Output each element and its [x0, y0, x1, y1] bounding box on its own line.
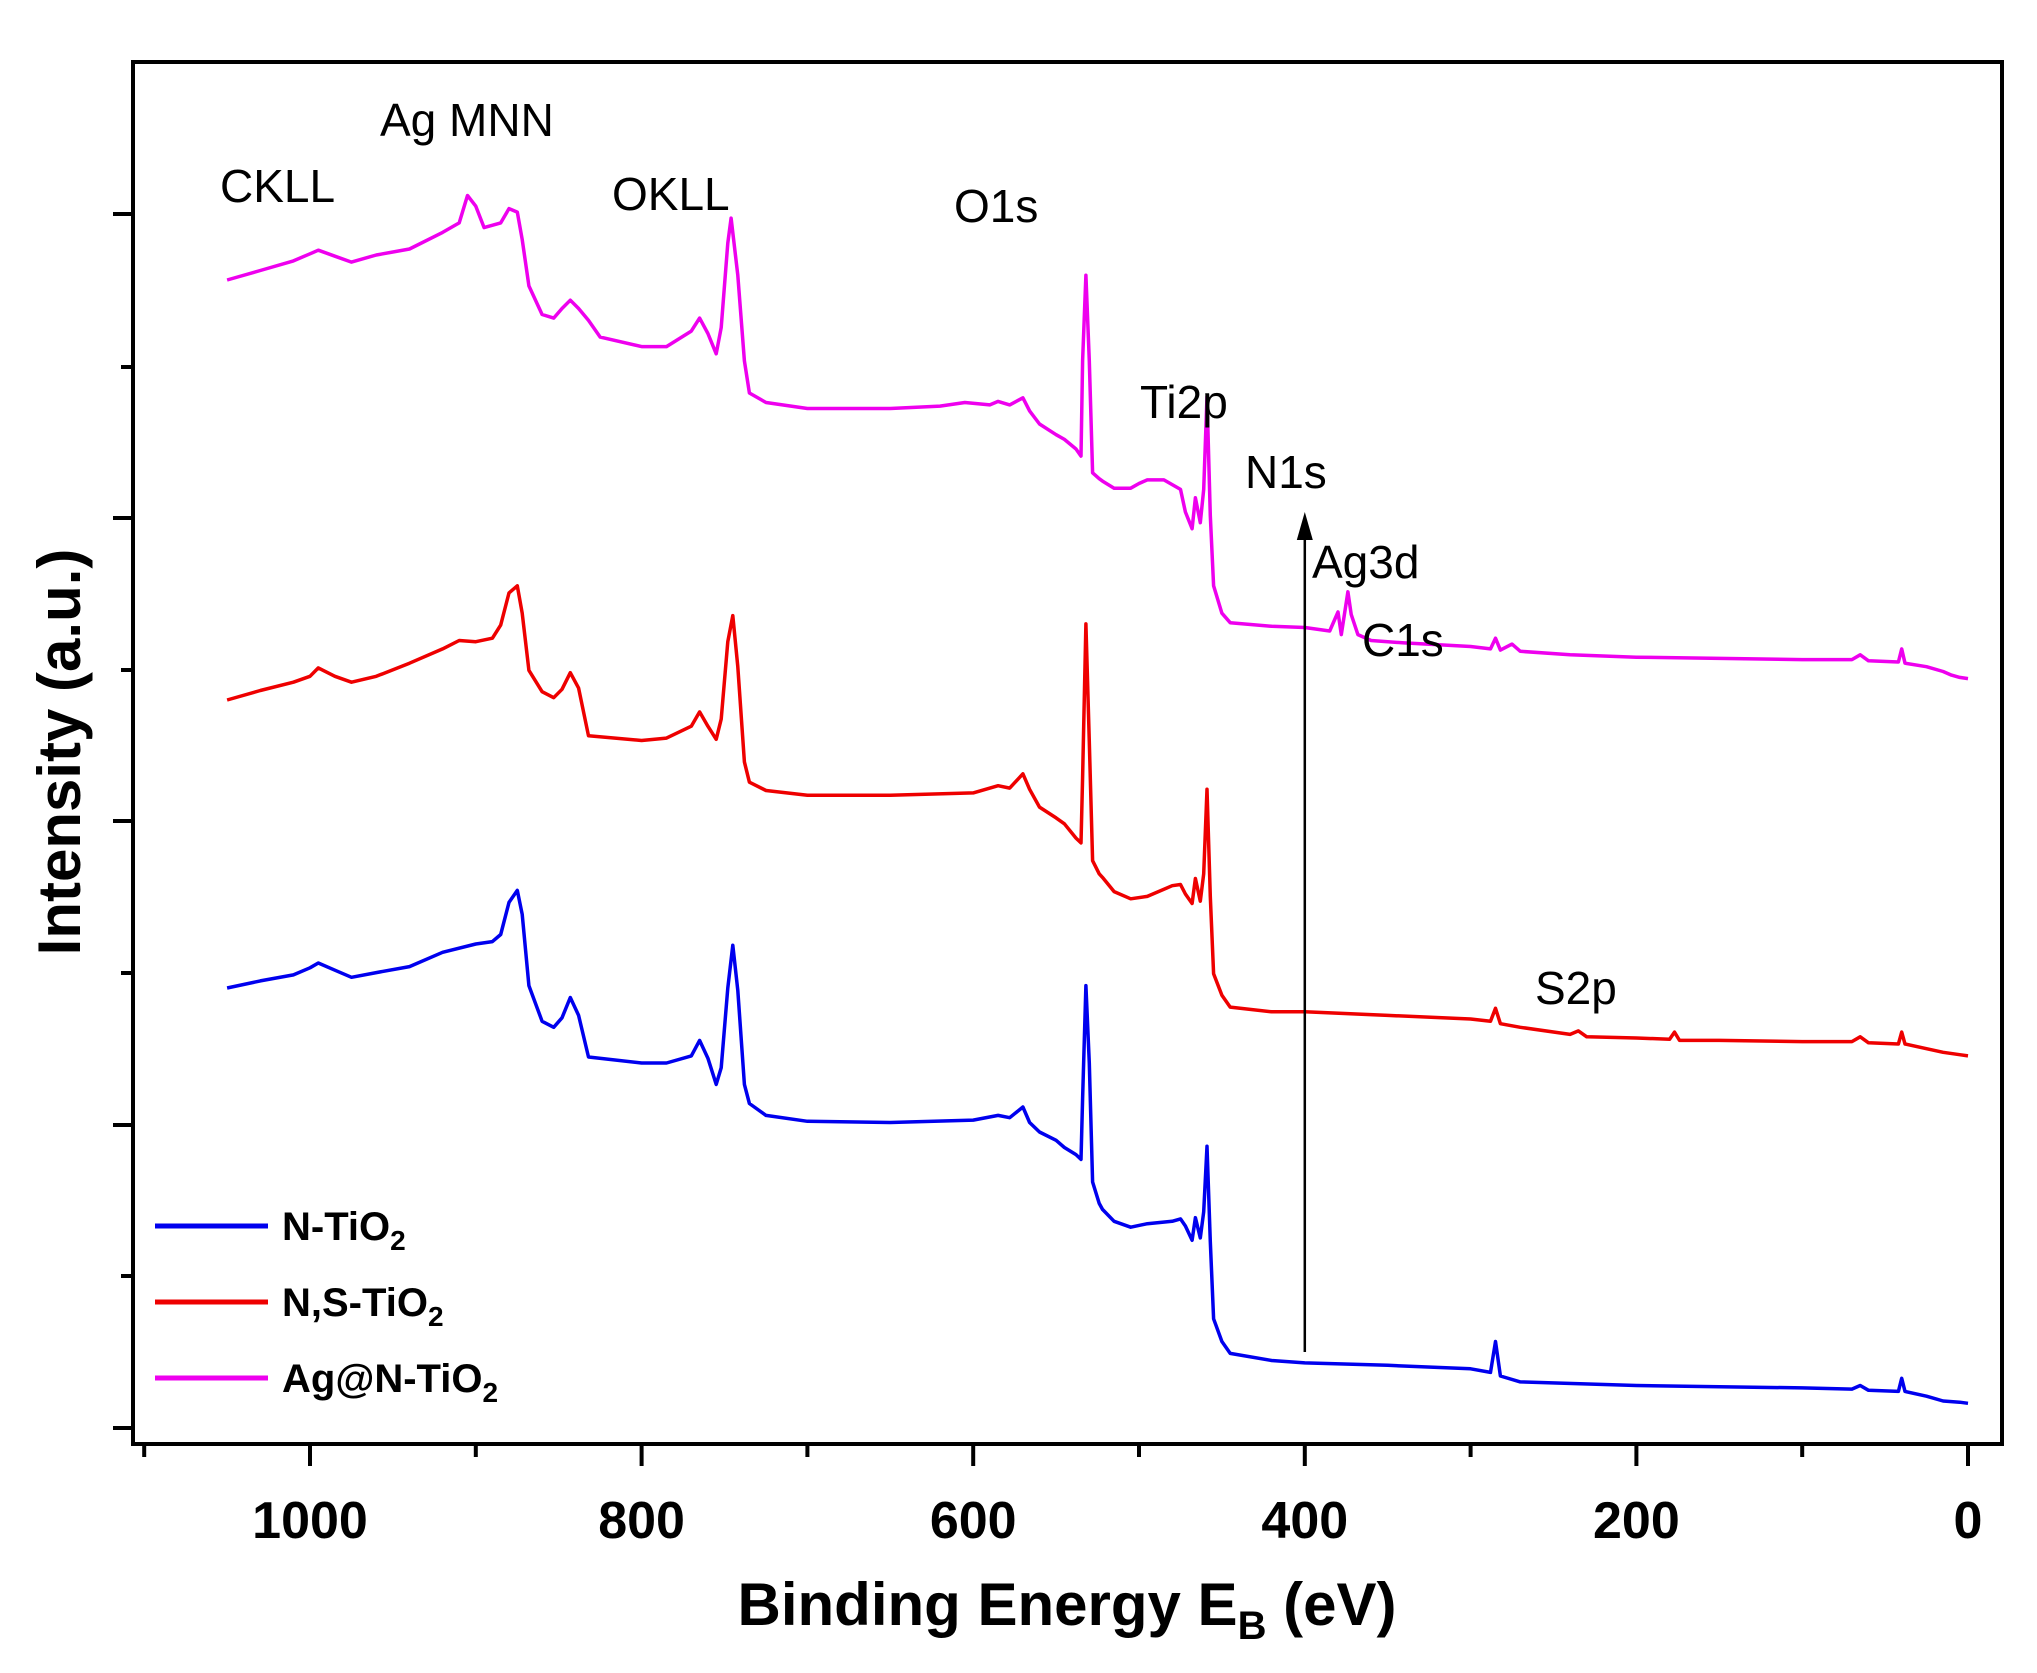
series-line-n-tio2 [226, 888, 1969, 1406]
x-tick-label-200: 200 [1593, 1492, 1680, 1550]
annot-ag-mnn: Ag MNN [380, 94, 554, 146]
x-axis-ticks [142, 1444, 1970, 1466]
annot-n1s: N1s [1245, 446, 1327, 498]
x-tick-label-800: 800 [598, 1492, 685, 1550]
annot-ag3d: Ag3d [1312, 536, 1419, 588]
n1s-arrow [1296, 512, 1313, 1352]
annot-o1s: O1s [954, 180, 1038, 232]
annot-ti2p: Ti2p [1140, 376, 1228, 428]
x-tick-label-1000: 1000 [252, 1492, 368, 1550]
y-axis-ticks [113, 212, 133, 1430]
peak-annotations: CKLL Ag MNN OKLL O1s Ti2p N1s Ag3d C1s S… [220, 94, 1617, 1014]
annot-okll: OKLL [612, 168, 730, 220]
annot-c1s: C1s [1362, 614, 1444, 666]
n1s-arrow-head [1296, 512, 1313, 540]
series-line-ns-tio2 [226, 584, 1969, 1058]
legend-label-ns-tio2: N,S-TiO2 [282, 1281, 444, 1332]
x-tick-label-400: 400 [1261, 1492, 1348, 1550]
series-layer [226, 193, 1969, 1406]
legend-label-ag-n-tio2: Ag@N-TiO2 [282, 1357, 498, 1408]
x-axis-title: Binding Energy EB (eV) [738, 1571, 1397, 1648]
series-line-ag-n-tio2 [226, 193, 1969, 681]
x-tick-label-0: 0 [1954, 1492, 1983, 1550]
legend: N-TiO2 N,S-TiO2 Ag@N-TiO2 [155, 1205, 498, 1408]
x-tick-label-600: 600 [930, 1492, 1017, 1550]
annot-ckll: CKLL [220, 160, 335, 212]
legend-label-n-tio2: N-TiO2 [282, 1205, 406, 1256]
annot-s2p: S2p [1535, 962, 1617, 1014]
y-axis-title: Intensity (a.u.) [26, 549, 93, 956]
x-tick-labels: 1000 800 600 400 200 0 [252, 1492, 1982, 1550]
plot-frame [131, 60, 2004, 1446]
